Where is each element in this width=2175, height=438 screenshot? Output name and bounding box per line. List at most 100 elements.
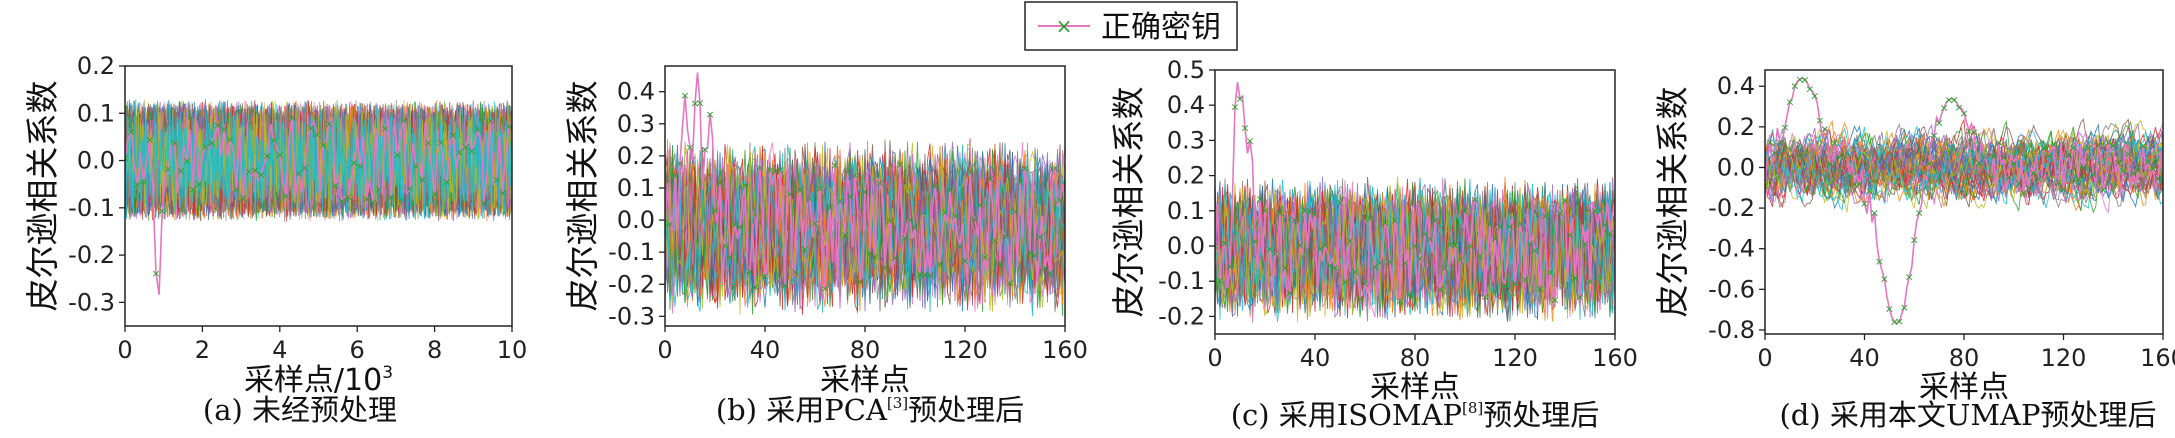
correct-key-marker: × (1525, 237, 1534, 250)
correct-key-marker: × (1455, 254, 1464, 267)
x-tick-label: 120 (942, 336, 988, 364)
correct-key-marker: × (780, 279, 789, 292)
correct-key-marker: × (1605, 227, 1614, 240)
correct-key-marker: × (1290, 213, 1299, 226)
correct-key-marker: × (1835, 150, 1844, 163)
correct-key-marker: × (1875, 255, 1884, 268)
correct-key-marker: × (715, 176, 724, 189)
x-tick-label: 0 (657, 336, 672, 364)
correct-key-marker: × (910, 221, 919, 234)
correct-key-line (125, 116, 512, 295)
correct-key-marker: × (1565, 229, 1574, 242)
correct-key-marker: × (2019, 186, 2028, 199)
x-tick-label: 160 (1592, 344, 1638, 372)
correct-key-marker: × (1255, 193, 1264, 206)
correct-key-marker: × (393, 148, 402, 161)
correct-key-marker: × (670, 169, 679, 182)
correct-key-marker: × (1490, 232, 1499, 245)
correct-key-marker: × (1550, 293, 1559, 306)
correct-key-marker: × (1790, 80, 1799, 93)
panel-caption: (d) 采用本文UMAP预处理后 (1779, 398, 2156, 432)
correct-key-marker: × (189, 183, 198, 196)
panel-caption: (a) 未经预处理 (203, 393, 397, 427)
correct-key-marker: × (1425, 233, 1434, 246)
correct-key-marker: × (467, 144, 476, 157)
correct-key-marker: × (1250, 235, 1259, 248)
correct-key-marker: × (1260, 204, 1269, 217)
correct-key-marker: × (1375, 256, 1384, 269)
correct-key-marker: × (1795, 73, 1804, 86)
correct-key-marker: × (690, 97, 699, 110)
correct-key-marker: × (1060, 201, 1069, 214)
correct-key-marker: × (2114, 156, 2123, 169)
correct-key-marker: × (1545, 266, 1554, 279)
correct-key-marker: × (945, 184, 954, 197)
correct-key-marker: × (1055, 194, 1064, 207)
correct-key-marker: × (1974, 157, 1983, 170)
legend-label: 正确密钥 (1101, 10, 1221, 45)
correct-key-marker: × (1775, 136, 1784, 149)
correct-key-marker: × (170, 137, 179, 150)
correct-key-marker: × (1330, 261, 1339, 274)
correct-key-marker: × (1475, 249, 1484, 262)
correct-key-marker: × (1315, 242, 1324, 255)
series-line (1765, 135, 2163, 200)
correct-key-marker: × (1235, 92, 1244, 105)
correct-key-marker: × (1984, 169, 1993, 182)
correct-key-marker: × (2119, 164, 2128, 177)
correct-key-marker: × (845, 190, 854, 203)
correct-key-marker: × (1910, 233, 1919, 246)
correct-key-marker: × (1560, 194, 1569, 207)
correct-key-marker: × (1215, 274, 1224, 287)
correct-key-marker: × (1935, 116, 1944, 129)
y-tick-label: -0.2 (68, 241, 115, 269)
y-tick-label: 0.1 (617, 174, 655, 202)
correct-key-marker: × (895, 158, 904, 171)
correct-key-marker: × (1580, 238, 1589, 251)
correct-key-marker: × (238, 192, 247, 205)
correct-key-marker: × (2029, 167, 2038, 180)
correct-key-marker: × (1305, 206, 1314, 219)
y-tick-label: -0.1 (1158, 267, 1205, 295)
correct-key-marker: × (1820, 123, 1829, 136)
correct-key-marker: × (930, 180, 939, 193)
correct-key-marker: × (2064, 149, 2073, 162)
correct-key-marker: × (1240, 122, 1249, 135)
correct-key-marker: × (1510, 277, 1519, 290)
correct-key-marker: × (1810, 90, 1819, 103)
correct-key-marker: × (1989, 150, 1998, 163)
correct-key-marker: × (1495, 221, 1504, 234)
correct-key-marker: × (1000, 229, 1009, 242)
correct-key-marker: × (1270, 247, 1279, 260)
chart-panel-c: ××××××××××××××××××××××××××××××××××××××××… (1109, 56, 1638, 432)
chart-panel-a: × × × × × × × × × × × × × × × × × × × × × × × × × × × × × × × × × × × × × × × ×… (23, 52, 527, 427)
correct-key-marker: × (1325, 259, 1334, 272)
correct-key-marker: × (1470, 193, 1479, 206)
correct-key-marker: × (2054, 176, 2063, 189)
panel-caption: (b) 采用PCA[3]预处理后 (716, 393, 1024, 427)
correct-key-marker: × (1310, 208, 1319, 221)
y-axis-label: 皮尔逊相关系数 (563, 81, 602, 312)
x-tick-label: 0 (1757, 344, 1772, 372)
y-tick-label: -0.4 (1708, 235, 1755, 263)
correct-key-marker: × (995, 257, 1004, 270)
y-tick-label: 0.0 (77, 147, 115, 175)
correct-key-marker: × (1385, 256, 1394, 269)
correct-key-marker: × (865, 247, 874, 260)
correct-key-marker: × (449, 129, 458, 142)
correct-key-marker: × (1460, 205, 1469, 218)
correct-key-marker: × (424, 137, 433, 150)
correct-key-marker: × (1805, 83, 1814, 96)
correct-key-marker: × (1890, 316, 1899, 329)
x-tick-label: 160 (2140, 344, 2175, 372)
correct-key-marker: × (399, 114, 408, 127)
correct-key-marker: × (325, 118, 334, 131)
y-tick-label: -0.2 (608, 270, 655, 298)
correct-key-marker: × (1445, 238, 1454, 251)
correct-key-marker: × (750, 280, 759, 293)
y-tick-label: 0.0 (1717, 153, 1755, 181)
correct-key-marker: × (1785, 96, 1794, 109)
correct-key-marker: × (2124, 147, 2133, 160)
legend-marker: × (1056, 14, 1073, 38)
